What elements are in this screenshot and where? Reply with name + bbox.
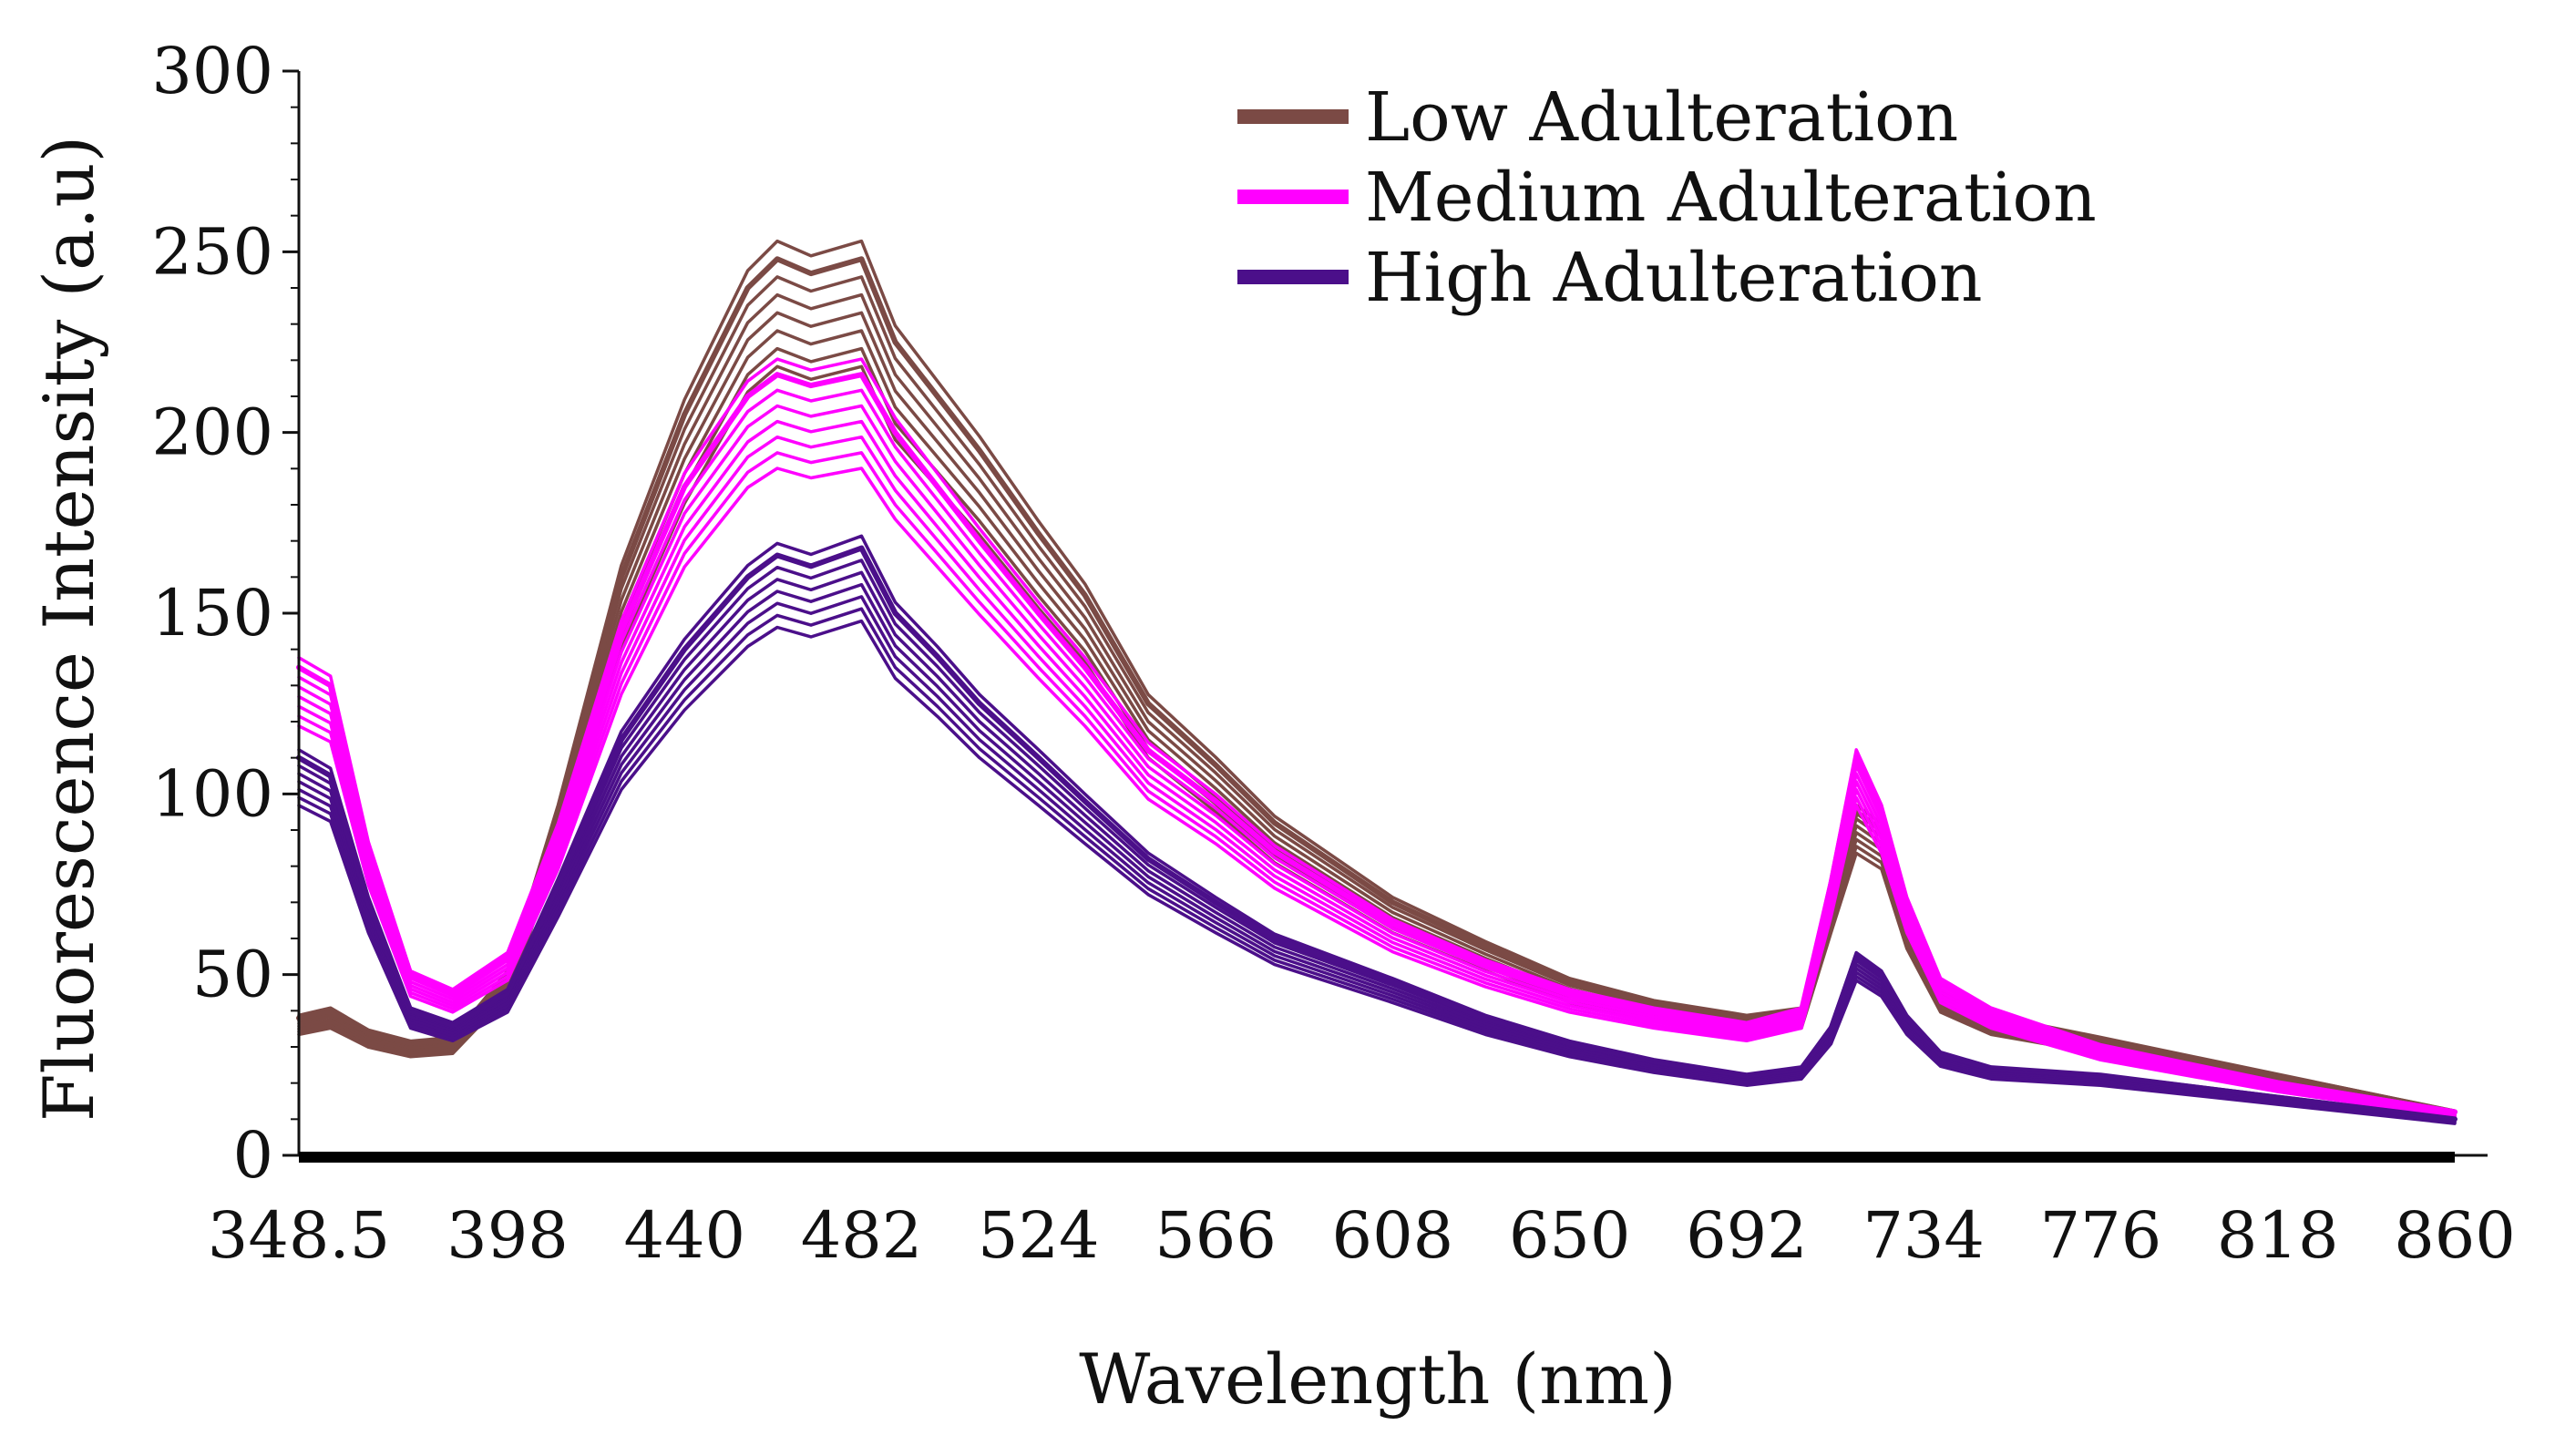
series-line-2-7 xyxy=(296,372,2458,1115)
y-tick-label: 50 xyxy=(192,938,273,1012)
spectra-curves xyxy=(296,239,2458,1125)
series-line-2-5 xyxy=(297,404,2457,1116)
series-line-3-1 xyxy=(297,619,2457,1125)
y-ticks: 0 50 100 150 200 250 300 xyxy=(151,34,299,1193)
series-line-2-3 xyxy=(297,435,2457,1117)
x-tick-label: 482 xyxy=(801,1198,923,1273)
series-line-2-2 xyxy=(297,451,2457,1118)
x-tick-label: 776 xyxy=(2040,1198,2162,1273)
x-tick-label: 860 xyxy=(2394,1198,2516,1273)
series-line-3-5 xyxy=(297,570,2457,1123)
x-tick-label: 524 xyxy=(978,1198,1100,1273)
series-line-3-4 xyxy=(297,582,2457,1123)
series-line-3-2 xyxy=(297,607,2457,1125)
y-tick-label: 200 xyxy=(151,395,273,470)
x-tick-label: 692 xyxy=(1686,1198,1808,1273)
series-line-3-7 xyxy=(296,545,2458,1123)
series-line-3-3 xyxy=(297,595,2457,1124)
series-line-2-1 xyxy=(297,467,2457,1119)
x-tick-label: 348.5 xyxy=(208,1198,390,1273)
series-line-2-6 xyxy=(297,388,2457,1115)
y-tick-label: 250 xyxy=(151,214,273,289)
x-tick-label: 398 xyxy=(446,1198,569,1273)
y-tick-label: 100 xyxy=(151,756,273,831)
series-line-2-4 xyxy=(297,419,2457,1117)
y-tick-label: 0 xyxy=(232,1118,273,1193)
legend-label: Medium Adulteration xyxy=(1365,159,2097,237)
x-axis-band xyxy=(299,1152,2455,1163)
x-tick-label: 734 xyxy=(1862,1198,1985,1273)
legend-label: Low Adulteration xyxy=(1365,78,1958,157)
y-tick-label: 300 xyxy=(151,34,273,108)
y-tick-label: 150 xyxy=(151,576,273,651)
y-axis-title: Fluorescence Intensity (a.u) xyxy=(28,136,109,1122)
series-line-3-8 xyxy=(297,534,2457,1121)
x-tick-label: 818 xyxy=(2217,1198,2339,1273)
series-3 xyxy=(296,534,2458,1125)
x-tick-label: 608 xyxy=(1332,1198,1454,1273)
x-tick-label: 440 xyxy=(623,1198,745,1273)
x-tick-label: 566 xyxy=(1154,1198,1277,1273)
x-axis-title: Wavelength (nm) xyxy=(1079,1338,1677,1420)
x-ticks: 348.5 398 440 482 524 566 608 650 692 734 776 818 86… xyxy=(208,1198,2516,1273)
x-tick-label: 650 xyxy=(1509,1198,1631,1273)
series-2 xyxy=(296,357,2458,1119)
legend-label: High Adulteration xyxy=(1365,239,1983,317)
series-line-2-8 xyxy=(297,357,2457,1113)
